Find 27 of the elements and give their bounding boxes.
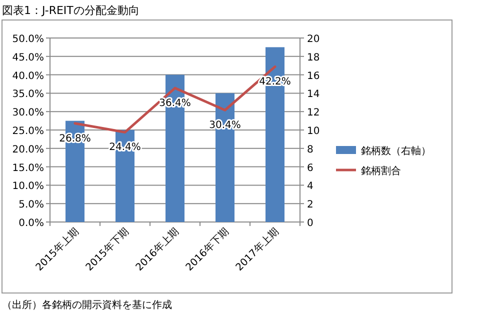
chart-title: 図表1：J-REITの分配金動向 xyxy=(2,4,140,17)
y-tick-label: 10.0% xyxy=(12,181,44,192)
y-tick-label: 35.0% xyxy=(12,89,44,100)
y-tick-label: 25.0% xyxy=(12,126,44,137)
y-tick-label: 50.0% xyxy=(12,34,44,45)
y2-tick-label: 16 xyxy=(307,70,320,82)
y2-tick-label: 14 xyxy=(307,89,320,100)
y2-tick-label: 4 xyxy=(307,181,314,192)
y-tick-label: 20.0% xyxy=(12,144,44,156)
y-tick-label: 45.0% xyxy=(12,52,44,64)
text: （出所）各銘柄の開示資料を基に作成 xyxy=(2,299,172,311)
y2-tick-label: 10 xyxy=(307,126,320,137)
y-tick-label: 15.0% xyxy=(12,162,44,174)
y-tick-label: 30.0% xyxy=(12,108,44,119)
data-label: 24.4% xyxy=(109,142,141,154)
y2-tick-label: 6 xyxy=(307,162,314,174)
y2-tick-label: 20 xyxy=(307,34,320,45)
y-tick-label: 40.0% xyxy=(12,70,44,82)
y-tick-label: 0.0% xyxy=(18,218,44,229)
y2-tick-label: 8 xyxy=(307,144,314,156)
y2-tick-label: 12 xyxy=(307,108,320,119)
y2-tick-label: 2 xyxy=(307,200,314,211)
legend-label: 銘柄数（右軸） xyxy=(361,145,431,157)
y2-tick-label: 18 xyxy=(307,52,320,64)
y-tick-label: 5.0% xyxy=(18,200,44,211)
y2-tick-label: 0 xyxy=(307,218,314,229)
legend-label: 銘柄割合 xyxy=(361,165,401,177)
